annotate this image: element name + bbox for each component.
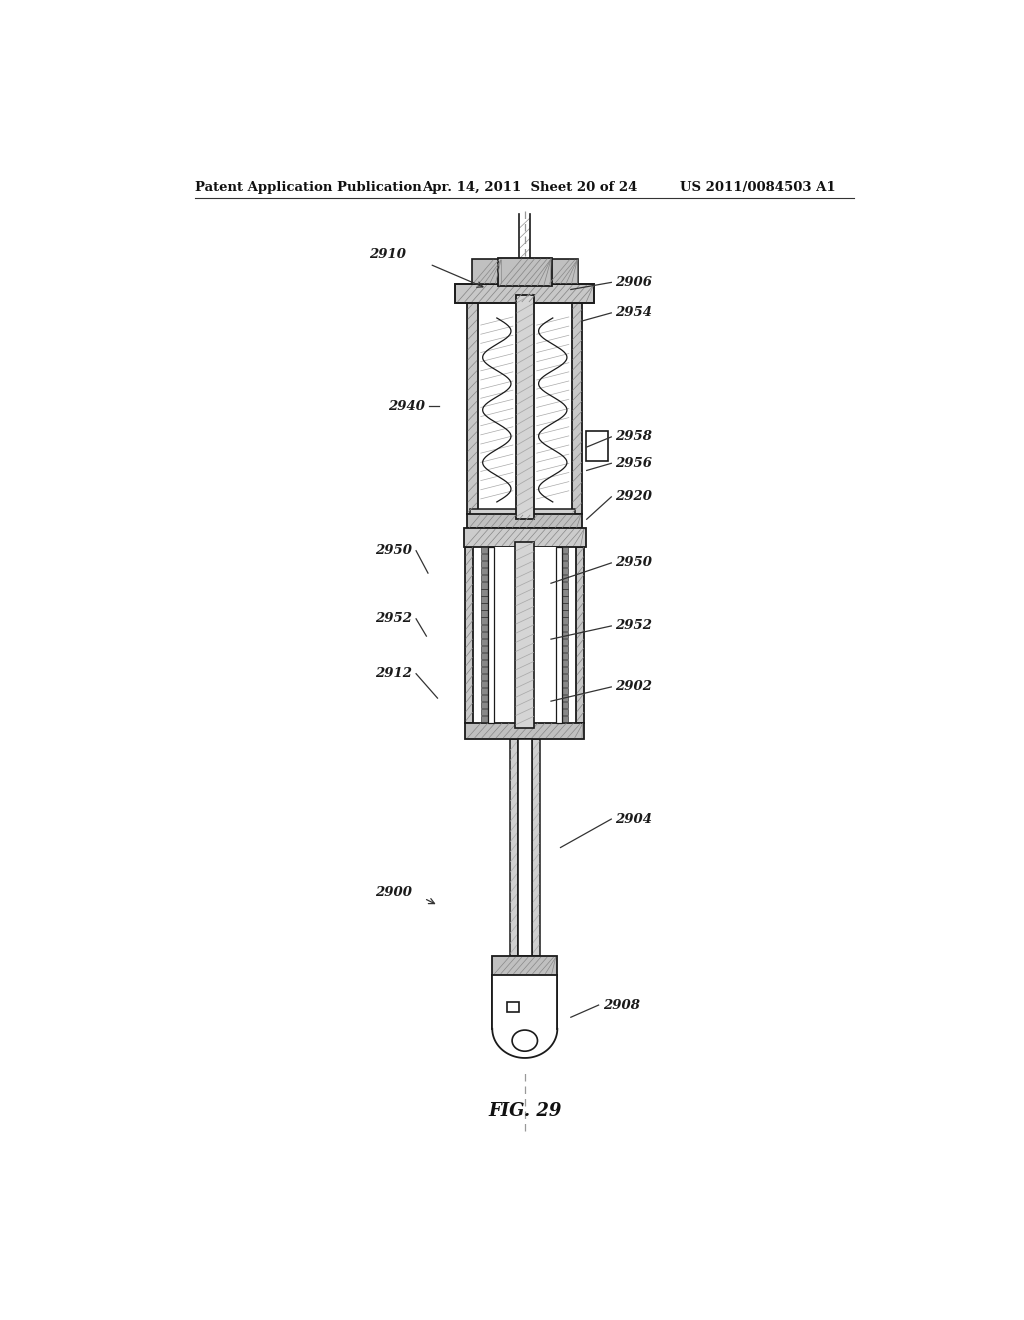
Bar — [518, 739, 531, 956]
Bar — [562, 576, 568, 582]
Bar — [562, 639, 568, 644]
Text: 2950: 2950 — [375, 544, 412, 557]
Bar — [507, 1002, 519, 1012]
Bar — [562, 603, 568, 610]
Bar — [467, 302, 477, 515]
Bar — [498, 257, 552, 286]
Text: Apr. 14, 2011  Sheet 20 of 24: Apr. 14, 2011 Sheet 20 of 24 — [422, 181, 637, 194]
Bar — [516, 294, 534, 519]
Bar — [481, 576, 487, 582]
Bar — [562, 660, 568, 665]
Bar — [536, 318, 569, 502]
Bar — [481, 688, 487, 694]
Bar — [464, 528, 586, 546]
Bar — [481, 548, 487, 553]
Bar — [481, 715, 487, 722]
Text: FIG. 29: FIG. 29 — [488, 1102, 561, 1119]
Text: 2958: 2958 — [615, 430, 652, 444]
Bar — [481, 667, 487, 673]
Bar — [562, 688, 568, 694]
Bar — [481, 681, 487, 686]
Bar — [481, 582, 487, 589]
Text: US 2011/0084503 A1: US 2011/0084503 A1 — [680, 181, 836, 194]
Bar — [481, 624, 487, 631]
Bar — [487, 546, 562, 722]
Text: 2952: 2952 — [375, 612, 412, 626]
Bar — [562, 561, 568, 568]
Bar — [562, 618, 568, 623]
Text: 2912: 2912 — [375, 667, 412, 680]
Bar — [515, 541, 535, 727]
Bar — [456, 284, 594, 302]
Bar — [481, 554, 487, 561]
Text: 2954: 2954 — [615, 306, 652, 319]
Ellipse shape — [512, 1030, 538, 1051]
Bar — [562, 610, 568, 616]
Bar — [467, 513, 583, 528]
Bar — [562, 681, 568, 686]
Bar — [562, 589, 568, 595]
Text: 2950: 2950 — [615, 557, 652, 569]
Bar — [531, 739, 540, 956]
Bar — [562, 667, 568, 673]
Bar — [481, 673, 487, 680]
Text: 2908: 2908 — [602, 998, 640, 1011]
Bar — [562, 673, 568, 680]
Bar — [481, 645, 487, 652]
Bar — [562, 652, 568, 659]
Bar — [481, 610, 487, 616]
Bar — [562, 715, 568, 722]
Bar — [586, 430, 607, 461]
Bar — [493, 956, 557, 974]
Bar — [481, 589, 487, 595]
Bar — [481, 709, 487, 715]
Bar — [493, 974, 557, 1073]
Bar — [562, 702, 568, 708]
Bar — [562, 645, 568, 652]
Bar — [481, 652, 487, 659]
Bar — [572, 302, 583, 515]
Bar — [470, 510, 575, 520]
Bar — [465, 722, 585, 739]
Text: 2902: 2902 — [615, 680, 652, 693]
Text: 2900: 2900 — [375, 886, 412, 899]
Bar — [481, 694, 487, 701]
Bar — [472, 259, 502, 284]
Bar — [577, 546, 585, 722]
Bar — [481, 618, 487, 623]
Polygon shape — [493, 1028, 557, 1057]
Text: 2910: 2910 — [369, 248, 406, 261]
Bar — [562, 582, 568, 589]
Bar — [562, 694, 568, 701]
Bar — [481, 702, 487, 708]
Bar — [562, 624, 568, 631]
Bar — [481, 639, 487, 644]
Bar — [562, 709, 568, 715]
Bar — [465, 546, 473, 722]
Bar — [562, 631, 568, 638]
Bar — [481, 597, 487, 603]
Bar — [548, 259, 578, 284]
Bar — [562, 568, 568, 574]
Bar — [481, 568, 487, 574]
Bar — [481, 561, 487, 568]
Bar — [487, 546, 494, 722]
Text: 2920: 2920 — [615, 490, 652, 503]
Text: Patent Application Publication: Patent Application Publication — [196, 181, 422, 194]
Bar — [562, 554, 568, 561]
Bar — [481, 603, 487, 610]
Bar — [481, 660, 487, 665]
Bar — [562, 548, 568, 553]
Bar — [481, 631, 487, 638]
Bar — [480, 318, 514, 502]
Text: 2952: 2952 — [615, 619, 652, 632]
Bar — [556, 546, 562, 722]
Bar — [510, 739, 518, 956]
Text: 2956: 2956 — [615, 457, 652, 470]
Text: 2940: 2940 — [388, 400, 425, 413]
Bar — [562, 597, 568, 603]
Text: 2906: 2906 — [615, 276, 652, 289]
Text: 2904: 2904 — [615, 813, 652, 825]
